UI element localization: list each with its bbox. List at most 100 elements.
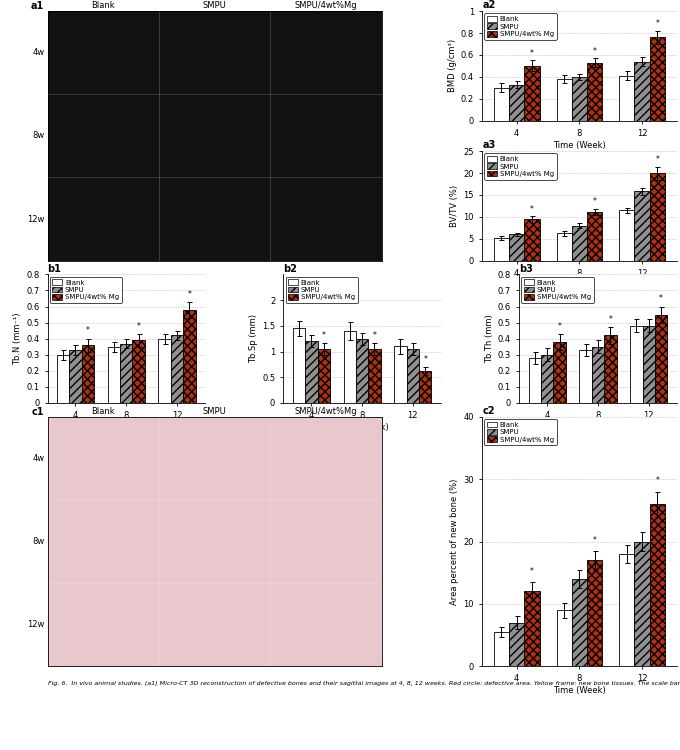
Bar (171, 335, 183, 403)
Text: b1: b1 (48, 264, 61, 274)
Bar (587, 63, 602, 121)
Y-axis label: Tb.N (mm⁻¹): Tb.N (mm⁻¹) (13, 313, 22, 365)
Bar (57, 355, 69, 403)
Bar (650, 38, 665, 121)
Bar (494, 238, 509, 260)
Y-axis label: BV/TV (%): BV/TV (%) (450, 184, 459, 227)
Bar (655, 314, 667, 403)
Text: 12w: 12w (27, 214, 44, 223)
Text: *: * (137, 322, 141, 331)
Text: 12w: 12w (27, 620, 44, 629)
Bar (650, 173, 665, 260)
Bar (572, 226, 587, 260)
Text: *: * (530, 49, 534, 58)
Bar (630, 326, 643, 403)
Text: *: * (609, 315, 612, 324)
Text: *: * (558, 322, 562, 331)
Bar (619, 210, 634, 260)
Text: Blank: Blank (92, 1, 115, 10)
Text: 8w: 8w (32, 537, 44, 546)
Bar (318, 349, 330, 403)
Bar (556, 610, 572, 666)
Bar (528, 358, 541, 403)
Bar (69, 350, 82, 403)
Bar (82, 345, 94, 403)
Bar (650, 504, 665, 666)
X-axis label: Time (Week): Time (Week) (572, 423, 624, 432)
Text: SMPU: SMPU (203, 1, 226, 10)
Text: c2: c2 (482, 406, 495, 416)
Bar (343, 331, 356, 403)
Bar (524, 220, 540, 260)
Bar (587, 211, 602, 260)
Bar (509, 622, 524, 666)
Bar (556, 79, 572, 121)
Y-axis label: Area percent of new bone (%): Area percent of new bone (%) (450, 478, 459, 604)
Text: a3: a3 (482, 140, 496, 151)
Text: c1: c1 (32, 406, 44, 417)
Bar (579, 350, 592, 403)
Text: b3: b3 (520, 264, 533, 274)
Text: SMPU/4wt%Mg: SMPU/4wt%Mg (295, 1, 358, 10)
Text: *: * (423, 355, 427, 364)
Bar (634, 62, 650, 121)
Bar (293, 328, 305, 403)
Text: *: * (86, 326, 90, 335)
Bar (619, 554, 634, 666)
X-axis label: Time (Week): Time (Week) (100, 423, 152, 432)
Text: b2: b2 (284, 264, 297, 274)
X-axis label: Time (Week): Time (Week) (553, 280, 606, 290)
Text: Fig. 6.  In vivo animal studies. (a1) Micro-CT 3D reconstruction of defective bo: Fig. 6. In vivo animal studies. (a1) Mic… (48, 681, 680, 686)
Text: SMPU/4wt%Mg: SMPU/4wt%Mg (295, 406, 358, 416)
Bar (183, 310, 196, 403)
Bar (587, 560, 602, 666)
Text: *: * (656, 476, 660, 485)
Bar (524, 591, 540, 666)
Legend: Blank, SMPU, SMPU/4wt% Mg: Blank, SMPU, SMPU/4wt% Mg (50, 277, 122, 303)
Bar (356, 339, 369, 403)
Bar (407, 349, 419, 403)
Bar (158, 339, 171, 403)
Text: *: * (530, 205, 534, 214)
Text: *: * (530, 567, 534, 576)
Text: Blank: Blank (92, 406, 115, 416)
Text: *: * (593, 536, 596, 544)
Legend: Blank, SMPU, SMPU/4wt% Mg: Blank, SMPU, SMPU/4wt% Mg (484, 419, 556, 446)
Bar (133, 340, 145, 403)
Bar (554, 342, 566, 403)
Text: *: * (188, 290, 191, 298)
Text: a2: a2 (482, 1, 496, 10)
Bar (509, 85, 524, 121)
Bar (369, 349, 381, 403)
Text: *: * (373, 331, 377, 340)
Bar (634, 191, 650, 260)
Text: *: * (593, 196, 596, 206)
Bar (419, 371, 431, 403)
Y-axis label: Tb.Th (mm): Tb.Th (mm) (485, 314, 494, 363)
Bar (305, 341, 318, 403)
Text: *: * (659, 294, 663, 303)
Bar (572, 76, 587, 121)
X-axis label: Time (Week): Time (Week) (553, 141, 606, 150)
Text: 4w: 4w (32, 454, 44, 463)
Y-axis label: Tb.Sp (mm): Tb.Sp (mm) (249, 314, 258, 363)
Text: *: * (322, 331, 326, 340)
Text: *: * (593, 46, 596, 56)
X-axis label: Time (Week): Time (Week) (553, 686, 606, 695)
Bar (619, 76, 634, 121)
Legend: Blank, SMPU, SMPU/4wt% Mg: Blank, SMPU, SMPU/4wt% Mg (484, 13, 556, 40)
Bar (556, 233, 572, 260)
Y-axis label: BMD (g/cm³): BMD (g/cm³) (447, 39, 456, 92)
Bar (643, 326, 655, 403)
Text: *: * (656, 20, 660, 28)
Text: a1: a1 (31, 2, 44, 11)
Bar (572, 579, 587, 666)
Bar (509, 234, 524, 260)
Bar (394, 346, 407, 403)
Bar (494, 88, 509, 121)
Text: *: * (656, 154, 660, 164)
Legend: Blank, SMPU, SMPU/4wt% Mg: Blank, SMPU, SMPU/4wt% Mg (522, 277, 594, 303)
Text: SMPU: SMPU (203, 406, 226, 416)
Bar (120, 344, 133, 403)
Bar (592, 346, 604, 403)
